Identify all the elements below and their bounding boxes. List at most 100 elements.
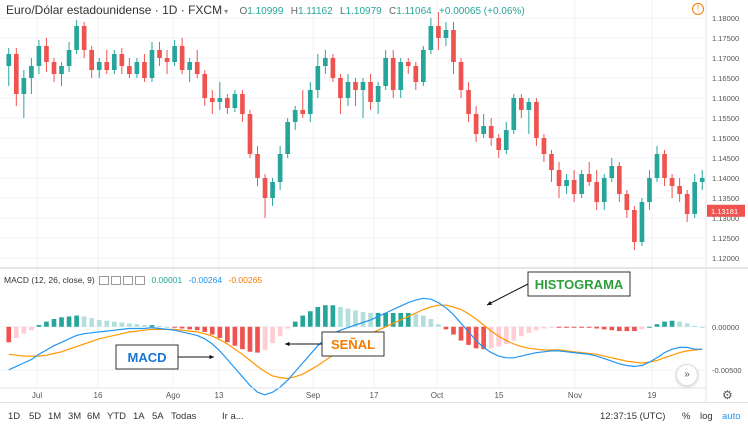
histogram-bar: [89, 318, 95, 327]
range-1d[interactable]: 1D: [8, 411, 21, 422]
histogram-bar: [142, 325, 147, 327]
candle-body: [59, 66, 64, 74]
scroll-to-realtime-button[interactable]: »: [676, 364, 698, 386]
histogram-bar: [194, 326, 200, 331]
histogram-bar: [74, 315, 79, 327]
candle-body: [616, 166, 622, 194]
candle-body: [330, 58, 336, 78]
price-tick-label: 1.12500: [712, 234, 739, 243]
histogram-bar: [466, 326, 471, 345]
candle-body: [541, 138, 547, 154]
candle-body: [217, 98, 223, 102]
range-3m[interactable]: 3M: [68, 411, 82, 422]
macd-histogram: [6, 305, 705, 353]
price-tick-label: 1.18000: [712, 14, 739, 23]
clock-icon[interactable]: !: [692, 3, 704, 15]
time-tick-label: 13: [215, 391, 224, 400]
eye-icon[interactable]: [99, 276, 110, 286]
histogram-bar: [247, 326, 253, 352]
histogram-bar: [451, 326, 456, 335]
range-ytd[interactable]: YTD: [107, 411, 126, 422]
percent-toggle[interactable]: %: [682, 411, 691, 422]
range-6m[interactable]: 6M: [87, 411, 101, 422]
histogram-bar: [511, 326, 517, 341]
range-5d[interactable]: 5D: [29, 411, 42, 422]
symbol-title[interactable]: Euro/Dólar estadounidense · 1D · FXCM: [6, 3, 223, 17]
histogram-bar: [436, 324, 441, 327]
histogram-bar: [29, 326, 34, 331]
candle-body: [104, 62, 110, 70]
candle-body: [458, 62, 464, 90]
candle-body: [436, 26, 441, 38]
candle-body: [496, 138, 502, 150]
chevron-down-icon[interactable]: ▾: [224, 7, 229, 16]
range-5a[interactable]: 5A: [152, 411, 164, 422]
macd-line-value: -0.00264: [188, 275, 223, 285]
price-tick-label: 1.13500: [712, 194, 739, 203]
macd-title[interactable]: MACD (12, 26, close, 9): [4, 275, 95, 285]
candle-body: [662, 154, 667, 178]
histograma-label: HISTOGRAMA: [535, 277, 624, 292]
clock-time[interactable]: 12:37:15 (UTC): [600, 411, 666, 422]
candles: [6, 12, 705, 250]
histogram-bar: [383, 312, 388, 327]
histogram-bar: [149, 325, 155, 327]
candle-body: [127, 66, 132, 74]
candle-body: [579, 174, 584, 194]
candle-body: [428, 26, 434, 50]
range-1a[interactable]: 1A: [133, 411, 145, 422]
candle-body: [413, 66, 419, 82]
histogram-bar: [579, 326, 584, 328]
histogram-bar: [315, 306, 321, 327]
histogram-bar: [654, 324, 660, 327]
histogram-bar: [345, 308, 351, 327]
ohlc-high: H1.11162: [290, 6, 333, 17]
candle-body: [360, 82, 366, 90]
gear-icon[interactable]: ⚙: [722, 388, 733, 402]
senal-arrowhead: [285, 341, 290, 347]
candle-body: [262, 178, 268, 198]
histogram-bar: [458, 326, 464, 341]
histogram-bar: [255, 326, 260, 353]
candle-body: [443, 30, 449, 38]
candle-body: [179, 46, 185, 70]
symbol-header: Euro/Dólar estadounidense · 1D · FXCM ▾ O…: [6, 3, 525, 17]
histogram-bar: [534, 326, 539, 331]
candle-body: [398, 62, 404, 90]
range-all[interactable]: Todas: [171, 411, 197, 422]
histogram-bar: [81, 316, 87, 327]
candle-body: [421, 50, 426, 82]
histogram-bar: [323, 305, 328, 327]
histogram-bar: [59, 317, 64, 327]
settings-icon[interactable]: [111, 276, 122, 286]
candle-body: [345, 82, 351, 98]
candle-body: [307, 90, 313, 114]
histogram-bar: [307, 311, 313, 327]
log-toggle[interactable]: log: [700, 411, 713, 422]
auto-toggle[interactable]: auto: [722, 411, 741, 422]
range-1m[interactable]: 1M: [48, 411, 62, 422]
candle-body: [503, 130, 509, 150]
candle-body: [564, 180, 569, 186]
histogram-bar: [564, 326, 569, 328]
candle-body: [119, 54, 125, 66]
candle-body: [353, 82, 358, 90]
histograma-box: [527, 271, 631, 297]
histogram-bar: [96, 319, 102, 327]
histogram-bar: [240, 326, 245, 350]
more-icon[interactable]: [135, 276, 146, 286]
time-tick-label: Ago: [166, 391, 181, 400]
candle-body: [142, 62, 147, 78]
histogram-bar: [699, 326, 705, 328]
histogram-bar: [6, 326, 12, 343]
close-icon[interactable]: [123, 276, 134, 286]
goto-date-button[interactable]: Ir a...: [222, 411, 244, 422]
candle-body: [481, 126, 486, 134]
histogram-bar: [172, 326, 177, 328]
histogram-bar: [225, 326, 230, 343]
histogram-bar: [662, 321, 667, 327]
candle-body: [677, 186, 682, 194]
candle-body: [292, 110, 298, 122]
candle-body: [383, 58, 388, 86]
